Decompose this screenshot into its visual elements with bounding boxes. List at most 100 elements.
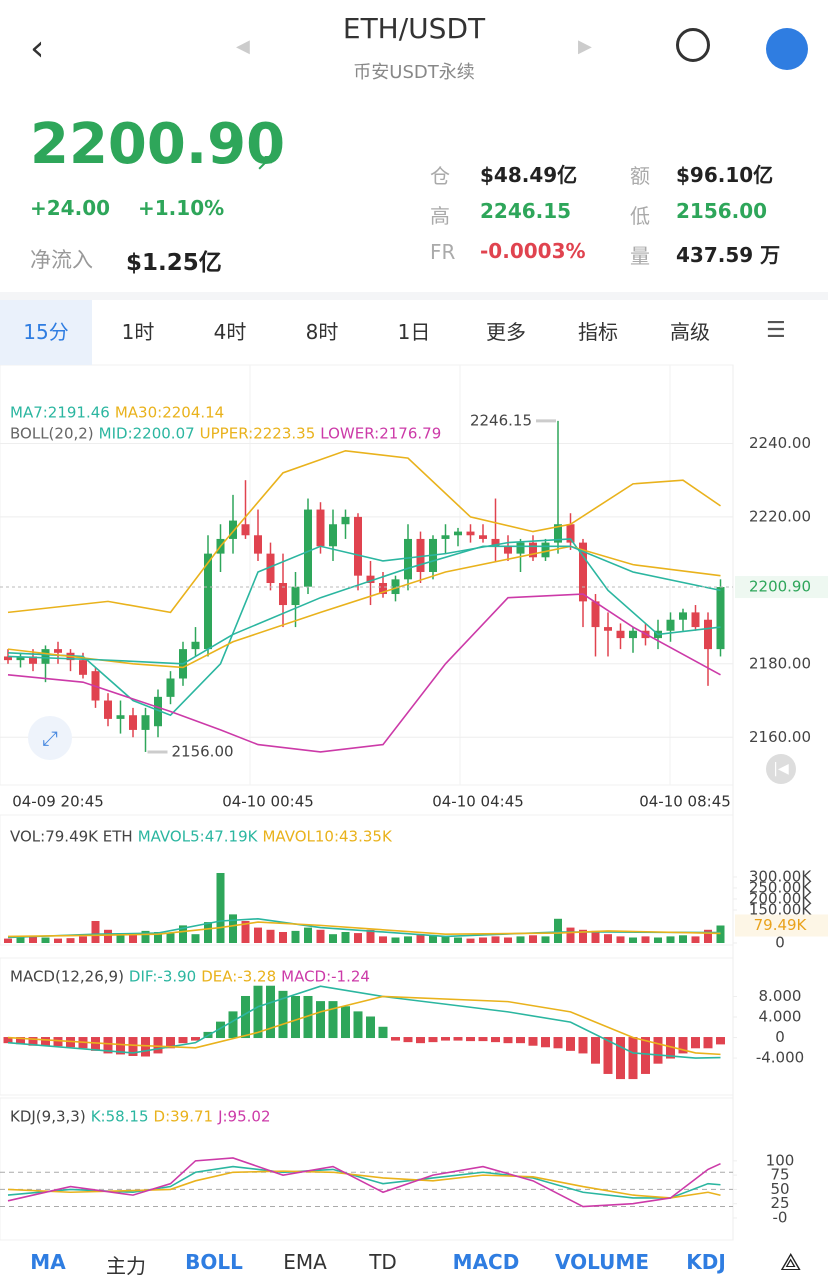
- legend-item: MA30:2204.14: [115, 404, 224, 422]
- indicator-tab[interactable]: MA: [30, 1250, 66, 1274]
- tab[interactable]: 高级: [670, 320, 710, 344]
- indicator-tab[interactable]: MACD: [452, 1250, 520, 1274]
- back-button[interactable]: ‹: [30, 28, 45, 69]
- indicator-tab[interactable]: KDJ: [686, 1250, 726, 1274]
- macd-bar: [391, 1037, 400, 1041]
- stat-label: FR: [430, 240, 456, 264]
- volume-bar: [629, 937, 637, 943]
- volume-bar: [479, 937, 487, 943]
- volume-bar: [204, 922, 212, 943]
- candle-body: [291, 586, 300, 606]
- volume-bar: [191, 934, 200, 943]
- legend-item: D:39.71: [154, 1108, 214, 1126]
- search-icon[interactable]: [676, 28, 710, 62]
- indicator-tab[interactable]: EMA: [283, 1250, 327, 1274]
- avatar[interactable]: [766, 28, 808, 70]
- macd-bar: [678, 1037, 688, 1054]
- legend-item: DEA:-3.28: [201, 968, 276, 986]
- volume-bar: [241, 920, 250, 943]
- prev-arrow[interactable]: ◀: [236, 36, 250, 57]
- volume-bar: [541, 936, 550, 943]
- volume-bar: [166, 933, 175, 943]
- legend-item: MID:2200.07: [99, 425, 195, 443]
- volume-bar: [254, 927, 262, 943]
- stat-value: $96.10亿: [676, 163, 774, 187]
- macd-bar: [478, 1037, 488, 1042]
- tab[interactable]: 1时: [121, 320, 155, 344]
- legend-item: KDJ(9,3,3): [10, 1108, 86, 1126]
- volume-bar: [516, 936, 525, 943]
- candle-body: [404, 538, 412, 580]
- tab[interactable]: 更多: [486, 320, 526, 344]
- time-label: 04-10 04:45: [432, 793, 524, 811]
- candle-body: [279, 583, 287, 606]
- tab[interactable]: 指标: [578, 320, 618, 344]
- macd-bar: [228, 1011, 238, 1039]
- macd-bar: [428, 1037, 438, 1043]
- indicator-line: [7, 921, 721, 938]
- stat-label: 低: [630, 204, 650, 228]
- draw-icon[interactable]: ⟁: [780, 1248, 802, 1276]
- volume-bar: [379, 936, 387, 943]
- stat-value: 2156.00: [676, 199, 768, 223]
- next-arrow[interactable]: ▶: [578, 36, 592, 57]
- divider: [0, 292, 828, 300]
- volume-bar: [16, 937, 25, 943]
- candle-body: [166, 678, 175, 697]
- tab[interactable]: 1日: [397, 320, 431, 344]
- volume-bar: [154, 931, 162, 943]
- candle-body: [516, 542, 525, 554]
- macd-bar: [166, 1037, 175, 1049]
- candle-body: [4, 656, 12, 661]
- candle-body: [416, 538, 425, 572]
- macd-bar: [553, 1037, 563, 1049]
- y-tick-label: -0: [773, 1208, 788, 1226]
- candle-body: [504, 546, 512, 554]
- candle-body: [29, 656, 37, 664]
- candle-body: [329, 524, 337, 547]
- candle-body: [266, 553, 275, 584]
- tab[interactable]: 4时: [213, 320, 247, 344]
- candle-body: [541, 542, 550, 558]
- indicator-line: [7, 1165, 721, 1199]
- volume-bar: [116, 933, 125, 943]
- macd-bar: [91, 1037, 100, 1051]
- y-tick-label: 2160.00: [749, 728, 811, 746]
- time-label: 04-10 00:45: [222, 793, 314, 811]
- legend-item: MAVOL10:43.35K: [262, 828, 392, 846]
- candle-body: [104, 700, 112, 719]
- candle-body: [391, 579, 400, 595]
- volume-bar: [291, 930, 300, 943]
- volume-bar: [454, 937, 462, 943]
- volume-bar: [179, 925, 187, 943]
- candle-body: [204, 553, 212, 650]
- candle-body: [41, 649, 50, 664]
- candle-body: [316, 509, 325, 547]
- volume-bar: [554, 918, 562, 943]
- legend-item: DIF:-3.90: [129, 968, 196, 986]
- indicator-tab[interactable]: 主力: [106, 1254, 146, 1278]
- y-tick-label: 300.00K: [749, 867, 812, 885]
- netflow-label: 净流入: [30, 248, 93, 272]
- indicator-tab[interactable]: BOLL: [185, 1250, 243, 1274]
- volume-bar: [529, 935, 537, 943]
- change-pct: +1.10%: [138, 196, 225, 220]
- volume-bar: [104, 929, 112, 943]
- settings-icon[interactable]: ☰: [766, 318, 786, 343]
- tab[interactable]: 8时: [305, 320, 339, 344]
- indicator-tab[interactable]: TD: [369, 1250, 397, 1274]
- candle-body: [154, 696, 162, 727]
- indicator-tab[interactable]: VOLUME: [555, 1250, 649, 1274]
- price: 2200.90: [30, 112, 286, 177]
- stat-label: 量: [630, 244, 650, 268]
- jump-latest[interactable]: |◀: [766, 754, 796, 784]
- legend-item: VOL:79.49K ETH: [10, 828, 133, 846]
- macd-bar: [466, 1037, 475, 1042]
- macd-bar: [141, 1037, 150, 1057]
- candle-body: [629, 630, 637, 639]
- expand-button[interactable]: ⤢: [28, 716, 72, 760]
- stat-label: 额: [630, 164, 650, 188]
- tab[interactable]: 15分: [0, 300, 92, 365]
- indicator-line: [7, 449, 721, 614]
- macd-bar: [116, 1037, 125, 1055]
